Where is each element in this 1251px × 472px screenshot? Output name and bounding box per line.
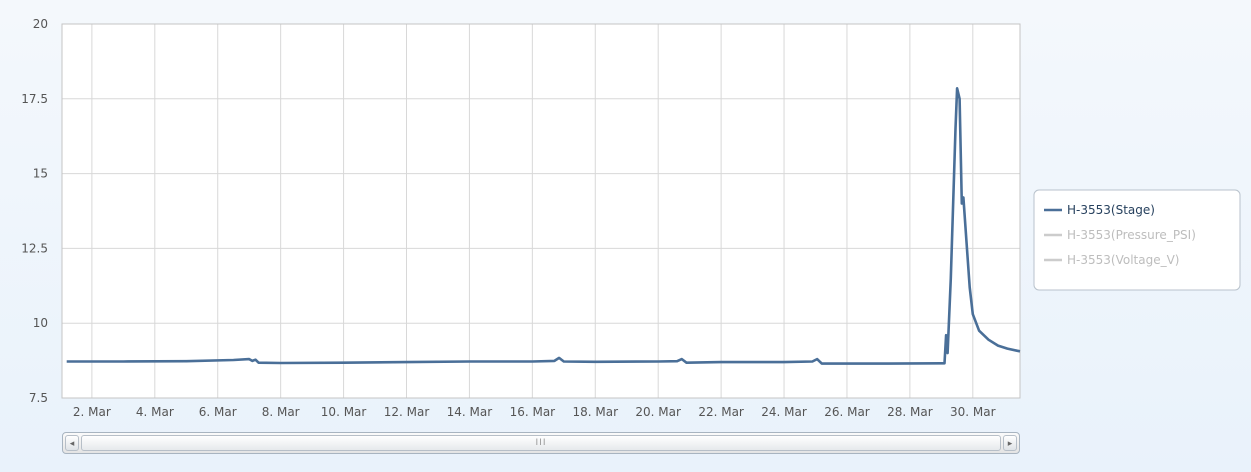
x-axis-labels: 2. Mar 4. Mar 6. Mar 8. Mar 10. Mar 12. Mar 14… [73,405,996,419]
x-tick-label: 4. Mar [136,405,174,419]
x-tick-label: 28. Mar [887,405,933,419]
x-tick-label: 22. Mar [698,405,744,419]
y-tick-label: 7.5 [29,391,48,405]
x-tick-label: 16. Mar [510,405,556,419]
chevron-left-icon: ◂ [69,439,75,449]
plot-area [62,24,1020,398]
x-tick-label: 6. Mar [199,405,237,419]
x-tick-label: 24. Mar [761,405,807,419]
y-tick-label: 17.5 [21,92,48,106]
legend-item-label[interactable]: H-3553(Pressure_PSI) [1067,228,1196,242]
y-tick-label: 20 [33,17,48,31]
x-tick-label: 30. Mar [950,405,996,419]
x-tick-label: 2. Mar [73,405,111,419]
legend-item-label[interactable]: H-3553(Voltage_V) [1067,253,1179,267]
series-line-stage[interactable] [66,87,1021,365]
grid-layer [61,23,1021,399]
legend[interactable]: H-3553(Stage) H-3553(Pressure_PSI) H-3553(… [1033,189,1241,291]
legend-item-label[interactable]: H-3553(Stage) [1067,203,1155,217]
y-tick-label: 10 [33,316,48,330]
x-tick-label: 14. Mar [447,405,493,419]
x-tick-label: 10. Mar [321,405,367,419]
x-tick-label: 20. Mar [635,405,681,419]
chevron-right-icon: ▸ [1007,439,1013,449]
x-tick-label: 12. Mar [384,405,430,419]
x-tick-label: 18. Mar [572,405,618,419]
scrollbar-thumb[interactable]: III [81,435,1001,451]
scroll-right-button[interactable]: ▸ [1003,435,1017,451]
y-tick-label: 15 [33,167,48,181]
series-layer [66,87,1021,365]
scrollbar-track[interactable]: ◂ III ▸ [62,432,1020,454]
legend-box [1033,189,1241,291]
x-tick-label: 8. Mar [262,405,300,419]
scroll-left-button[interactable]: ◂ [65,435,79,451]
grip-icon: III [535,438,547,448]
y-tick-label: 12.5 [21,241,48,255]
y-axis-labels: 20 17.5 15 12.5 10 7.5 [21,17,48,405]
x-tick-label: 26. Mar [824,405,870,419]
horizontal-scrollbar[interactable]: ◂ III ▸ [62,432,1020,454]
plot-border [61,23,1021,399]
